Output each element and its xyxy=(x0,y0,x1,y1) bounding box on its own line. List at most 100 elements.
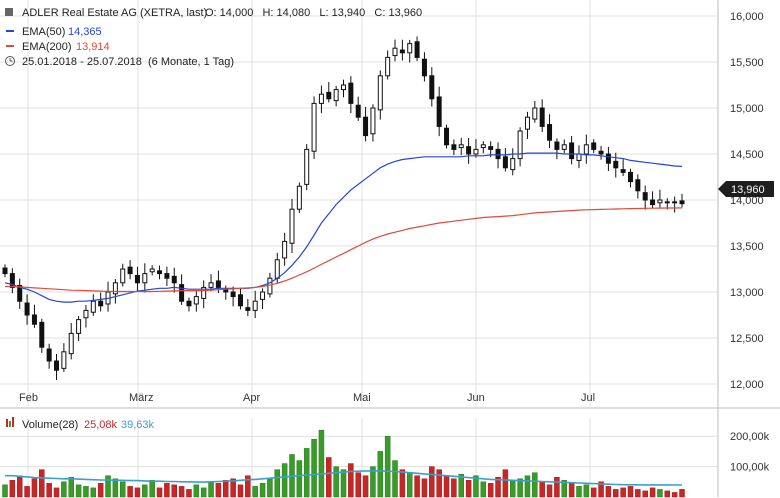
candle-body-up xyxy=(201,286,207,299)
volume-bar xyxy=(473,475,479,498)
candle xyxy=(524,111,530,139)
candle-body-up xyxy=(407,43,413,54)
volume-bar xyxy=(370,466,376,498)
volume-bar xyxy=(399,469,406,498)
candle-body-up xyxy=(289,208,295,244)
candle xyxy=(237,287,243,310)
volume-bar xyxy=(83,486,89,498)
candle-body-up xyxy=(311,102,317,152)
candle xyxy=(90,294,96,316)
volume-bar xyxy=(510,480,516,498)
volume-label: Volume(28) xyxy=(22,419,78,431)
candle-body-down xyxy=(245,307,251,311)
volume-value-1: 25,08k xyxy=(84,419,118,431)
candle-body-down xyxy=(488,146,494,150)
volume-legend: Volume(28) 25,08k 39,63k xyxy=(6,417,155,431)
candle xyxy=(54,354,60,380)
candle xyxy=(620,159,626,177)
volume-bar xyxy=(142,484,148,498)
volume-bar xyxy=(362,475,369,498)
candle xyxy=(642,185,648,210)
volume-bar xyxy=(348,463,354,498)
candle xyxy=(17,278,23,309)
volume-bar xyxy=(480,481,487,498)
x-tick-label: Apr xyxy=(243,392,260,404)
volume-bar xyxy=(532,472,538,498)
volume-bar xyxy=(223,480,229,498)
volume-bar xyxy=(576,486,582,498)
candle xyxy=(399,39,405,61)
y-tick-label: 13,000 xyxy=(730,287,764,299)
volume-bar xyxy=(9,480,16,498)
volume-bar xyxy=(355,472,361,498)
candle xyxy=(583,134,589,164)
volume-bar xyxy=(546,484,553,498)
legend: ADLER Real Estate AG (XETRA, last) O: 14… xyxy=(5,7,422,68)
volume-bar xyxy=(443,475,450,498)
candle-body-up xyxy=(370,107,376,135)
volume-bar xyxy=(24,486,30,498)
volume-bar xyxy=(105,475,111,498)
candle-body-down xyxy=(627,171,633,183)
candle xyxy=(466,137,472,164)
volume-bar xyxy=(583,484,590,498)
clock-icon xyxy=(5,56,15,66)
candle xyxy=(547,114,553,148)
candle xyxy=(68,323,74,360)
volume-bar xyxy=(671,492,678,498)
candle xyxy=(127,260,133,280)
volume-bar xyxy=(326,457,332,498)
instrument-title: ADLER Real Estate AG (XETRA, last) xyxy=(22,7,207,19)
candle xyxy=(296,182,302,213)
volume-bar xyxy=(178,486,185,498)
volume-bar xyxy=(281,463,288,498)
candle-body-down xyxy=(444,127,450,146)
candle-body-down xyxy=(569,142,575,160)
candle xyxy=(157,265,163,280)
volume-bar xyxy=(119,481,126,498)
candle xyxy=(532,101,538,123)
volume-bar xyxy=(200,487,207,498)
candle xyxy=(134,266,140,291)
candle xyxy=(451,139,457,156)
candle-body-down xyxy=(451,144,457,150)
candle xyxy=(436,86,442,137)
candle-body-down xyxy=(554,141,560,150)
candle-body-up xyxy=(333,89,339,102)
volume-bar xyxy=(186,489,192,498)
candle xyxy=(98,292,104,312)
candle-body-down xyxy=(237,294,243,307)
candle xyxy=(510,148,516,176)
ema200-value: 13,914 xyxy=(76,41,110,53)
volume-bar xyxy=(605,486,612,498)
volume-bar xyxy=(75,484,82,498)
candle-body-up xyxy=(112,282,118,295)
candle-body-up xyxy=(377,75,383,111)
volume-bar xyxy=(561,480,568,498)
candle-body-up xyxy=(532,107,538,120)
candle-body-up xyxy=(90,300,96,313)
candle-body-up xyxy=(385,56,391,77)
candle-body-down xyxy=(502,156,508,169)
volume-value-2: 39,63k xyxy=(121,419,155,431)
candle-body-down xyxy=(348,82,354,104)
candle-body-down xyxy=(17,285,23,302)
volume-bar xyxy=(451,478,457,498)
candle xyxy=(208,274,214,292)
x-tick-label: Jun xyxy=(467,392,485,404)
volume-bar xyxy=(90,487,97,498)
volume-bar xyxy=(333,466,339,498)
volume-bar xyxy=(252,486,258,498)
candle xyxy=(289,198,295,253)
candle-body-down xyxy=(157,270,163,275)
candle xyxy=(171,267,177,293)
candle-body-down xyxy=(672,201,678,204)
volume-bar xyxy=(524,475,531,498)
candle xyxy=(245,298,251,317)
candle xyxy=(502,148,508,172)
candle-body-down xyxy=(414,41,420,58)
candle xyxy=(341,79,346,98)
candle xyxy=(407,39,413,63)
